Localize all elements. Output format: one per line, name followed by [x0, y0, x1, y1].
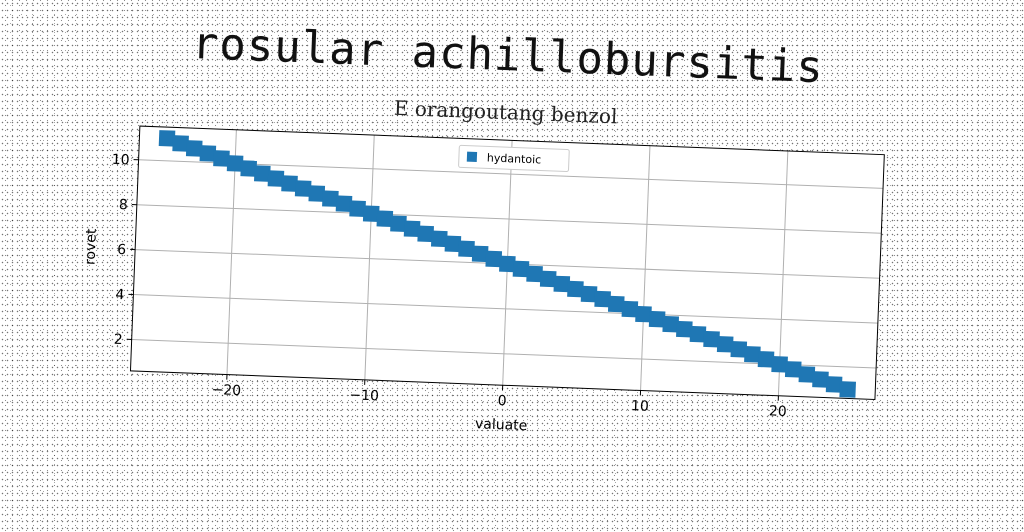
y-tick-label: 4 [115, 287, 125, 303]
x-tick-label: −20 [211, 382, 241, 399]
data-point [839, 381, 856, 398]
legend-label: hydantoic [487, 151, 542, 166]
y-axis-label: rovet [83, 228, 100, 265]
y-tick-label: 2 [113, 332, 123, 348]
x-tick-label: 20 [769, 403, 787, 420]
y-tick-label: 6 [117, 242, 127, 258]
x-tick-label: 0 [497, 393, 507, 409]
legend-marker [467, 152, 477, 162]
y-tick-label: 10 [111, 152, 129, 169]
x-tick-label: 10 [631, 398, 649, 415]
x-axis-label: valuate [475, 416, 528, 434]
y-tick-label: 8 [119, 197, 129, 213]
x-tick-label: −10 [349, 387, 379, 404]
